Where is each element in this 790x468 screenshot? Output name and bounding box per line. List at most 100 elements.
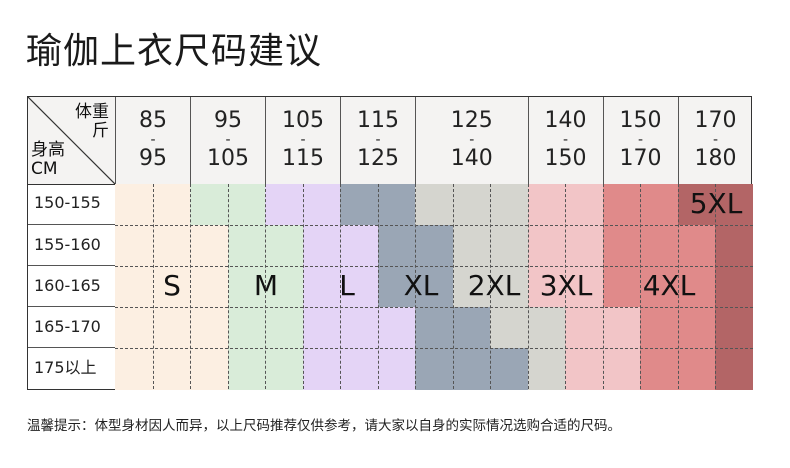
weight-from: 105 [282,108,324,133]
size-cell-2xl [452,184,491,226]
grid-line [452,184,454,389]
size-label-s: S [163,269,181,302]
grid-line [190,184,191,389]
range-dash: - [469,132,475,148]
weight-from: 85 [139,108,167,133]
weight-column-header: 105-115 [265,97,340,184]
weight-unit: 斤 [92,121,109,141]
size-cell-4xl [602,266,641,308]
size-cell-2xl [452,266,491,308]
size-cell-2xl [527,307,566,349]
size-cell-xl [415,266,453,308]
size-cell-l [302,348,341,390]
size-cell-s [152,307,191,349]
height-label: 身高 [31,140,65,160]
grid-line [227,184,229,389]
size-chart-table: 体重斤 身高 CM 85-95 95-105 105-115 115-125 125-14… [27,96,753,390]
size-cell-4xl [677,307,716,349]
weight-to: 125 [357,146,399,171]
weight-from: 125 [450,108,493,133]
size-cell-l [377,348,416,390]
size-cell-3xl [527,184,566,226]
size-cell-4xl [640,307,678,349]
size-cell-s [152,184,191,226]
size-cell-xl [415,348,453,390]
weight-column-header: 170-180 [677,97,753,184]
weight-column-header: 125-140 [415,97,528,184]
size-cell-xl [340,184,378,226]
size-cell-4xl [602,184,641,226]
weight-column-header: 85-95 [115,97,190,184]
size-cell-3xl [565,307,603,349]
size-cell-s [115,307,153,349]
size-cell-m [265,225,303,267]
height-row-label: 165-170 [28,306,115,347]
grid-line [602,184,604,389]
size-cell-s [190,348,228,390]
range-dash: - [712,132,719,148]
size-cell-3xl [602,348,641,390]
weight-to: 115 [282,146,324,171]
grid-line [415,184,416,389]
size-cell-2xl [490,266,528,308]
grid-line [715,184,716,389]
grid-line [377,184,379,389]
weight-from: 95 [214,108,242,133]
table-header: 体重斤 身高 CM 85-95 95-105 105-115 115-125 125-14… [28,97,751,185]
weight-column-header: 95-105 [190,97,265,184]
size-cell-2xl [527,348,566,390]
grid-line [152,184,154,389]
size-cell-4xl [677,348,716,390]
grid-line [115,348,753,349]
weight-to: 95 [139,146,167,171]
size-cell-s [152,266,191,308]
size-label-xl: XL [403,269,439,302]
size-cell-4xl [677,225,716,267]
size-cell-m [227,225,266,267]
diagonal-divider [28,97,115,184]
size-cell-s [190,266,228,308]
size-cell-5xl [715,184,753,226]
size-cell-3xl [565,184,603,226]
size-cell-2xl [452,225,491,267]
size-cell-4xl [677,266,716,308]
size-cell-5xl [677,184,716,226]
size-cell-s [152,225,191,267]
size-cell-l [302,225,341,267]
size-label-3xl: 3XL [539,269,593,302]
size-cell-m [265,307,303,349]
size-cell-3xl [527,266,566,308]
size-label-5xl: 5XL [689,187,743,220]
size-cell-m [227,348,266,390]
size-cell-3xl [565,266,603,308]
size-cell-xl [415,307,453,349]
range-dash: - [225,132,231,148]
size-label-4xl: 4XL [642,269,696,302]
size-cell-l [302,184,341,226]
size-cell-5xl [715,225,753,267]
height-unit: CM [31,159,58,179]
range-dash: - [375,132,381,148]
weight-column-header: 150-170 [602,97,678,184]
size-cell-xl [377,184,416,226]
weight-to: 140 [450,146,493,171]
grid-line [565,184,566,389]
height-row-label: 175以上 [28,347,115,388]
size-cell-3xl [565,348,603,390]
range-dash: - [637,132,644,148]
size-cell-4xl [640,348,678,390]
size-cell-4xl [640,266,678,308]
size-cell-xl [377,225,416,267]
size-cell-xl [377,266,416,308]
weight-label: 体重 [75,102,109,122]
size-cell-s [115,225,153,267]
size-cell-l [377,307,416,349]
height-row-label: 150-155 [34,193,101,212]
corner-header: 体重斤 身高 CM [28,97,115,184]
size-cell-2xl [490,184,528,226]
size-cell-3xl [527,225,566,267]
size-cell-s [190,225,228,267]
size-cell-s [115,348,153,390]
grid-line [527,184,529,389]
size-cell-s [115,184,153,226]
